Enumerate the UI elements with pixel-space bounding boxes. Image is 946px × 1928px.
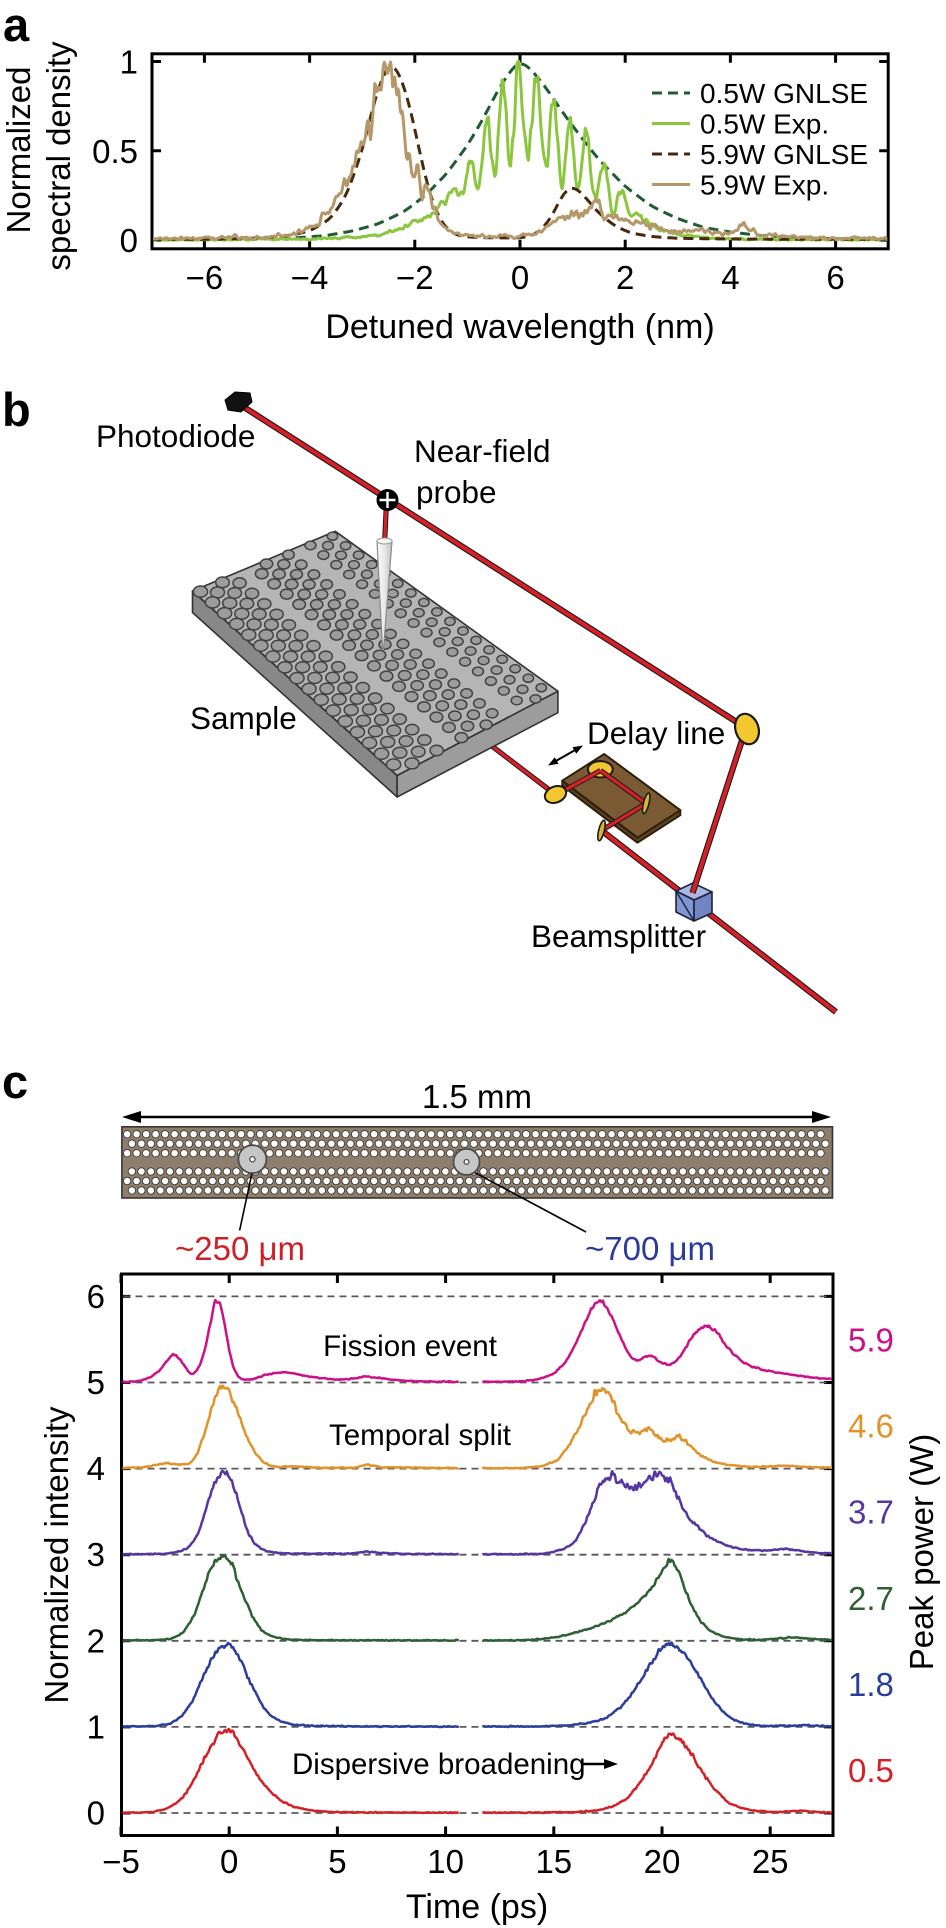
svg-text:~700 μm: ~700 μm	[585, 1230, 715, 1267]
svg-text:2: 2	[87, 1622, 105, 1659]
svg-text:Normalized: Normalized	[0, 67, 37, 234]
svg-text:Detuned wavelength (nm): Detuned wavelength (nm)	[325, 308, 714, 346]
svg-text:2: 2	[616, 259, 634, 296]
svg-text:−5: −5	[102, 1843, 140, 1880]
svg-text:Delay line: Delay line	[587, 715, 725, 751]
svg-text:1: 1	[120, 44, 138, 81]
svg-text:Near-field: Near-field	[414, 433, 551, 469]
svg-text:c: c	[2, 1055, 28, 1108]
svg-text:6: 6	[826, 259, 844, 296]
svg-text:1.8: 1.8	[848, 1666, 894, 1703]
svg-text:0: 0	[87, 1795, 105, 1832]
svg-text:0.5W Exp.: 0.5W Exp.	[700, 109, 829, 140]
svg-text:5: 5	[328, 1843, 346, 1880]
svg-text:5.9: 5.9	[848, 1322, 894, 1359]
svg-text:Sample: Sample	[190, 700, 297, 736]
svg-text:4: 4	[721, 259, 739, 296]
svg-text:5.9W GNLSE: 5.9W GNLSE	[700, 139, 868, 170]
svg-text:Peak power (W): Peak power (W)	[903, 1434, 940, 1671]
svg-text:0.5W GNLSE: 0.5W GNLSE	[700, 78, 868, 109]
svg-text:0.5: 0.5	[848, 1752, 894, 1789]
svg-text:0: 0	[120, 222, 138, 259]
svg-text:b: b	[2, 383, 31, 436]
svg-text:−4: −4	[291, 259, 329, 296]
svg-text:a: a	[3, 0, 30, 51]
svg-text:5: 5	[87, 1364, 105, 1401]
svg-text:1.5 mm: 1.5 mm	[422, 1078, 532, 1115]
svg-text:Fission event: Fission event	[323, 1330, 497, 1363]
svg-text:probe: probe	[416, 474, 497, 510]
svg-text:4: 4	[87, 1450, 105, 1487]
svg-text:3: 3	[87, 1536, 105, 1573]
svg-text:4.6: 4.6	[848, 1408, 894, 1445]
svg-text:2.7: 2.7	[848, 1580, 894, 1617]
svg-text:0.5: 0.5	[92, 133, 138, 170]
svg-text:Photodiode: Photodiode	[96, 418, 255, 454]
svg-text:Time (ps): Time (ps)	[406, 1888, 548, 1926]
svg-text:20: 20	[644, 1843, 681, 1880]
svg-text:10: 10	[427, 1843, 464, 1880]
svg-text:0: 0	[511, 259, 529, 296]
svg-text:25: 25	[752, 1843, 789, 1880]
svg-text:15: 15	[535, 1843, 572, 1880]
svg-text:−2: −2	[396, 259, 434, 296]
svg-text:1: 1	[87, 1708, 105, 1745]
svg-text:Temporal split: Temporal split	[329, 1419, 511, 1452]
svg-text:spectral density: spectral density	[40, 41, 77, 271]
svg-text:Dispersive broadening: Dispersive broadening	[292, 1748, 586, 1781]
svg-text:Normalized intensity: Normalized intensity	[38, 1406, 75, 1704]
svg-text:3.7: 3.7	[848, 1494, 894, 1531]
svg-text:~250 μm: ~250 μm	[175, 1230, 305, 1267]
svg-text:0: 0	[220, 1843, 238, 1880]
svg-text:6: 6	[87, 1278, 105, 1315]
svg-text:Beamsplitter: Beamsplitter	[531, 918, 706, 954]
svg-text:5.9W Exp.: 5.9W Exp.	[700, 170, 829, 201]
svg-text:−6: −6	[186, 259, 224, 296]
